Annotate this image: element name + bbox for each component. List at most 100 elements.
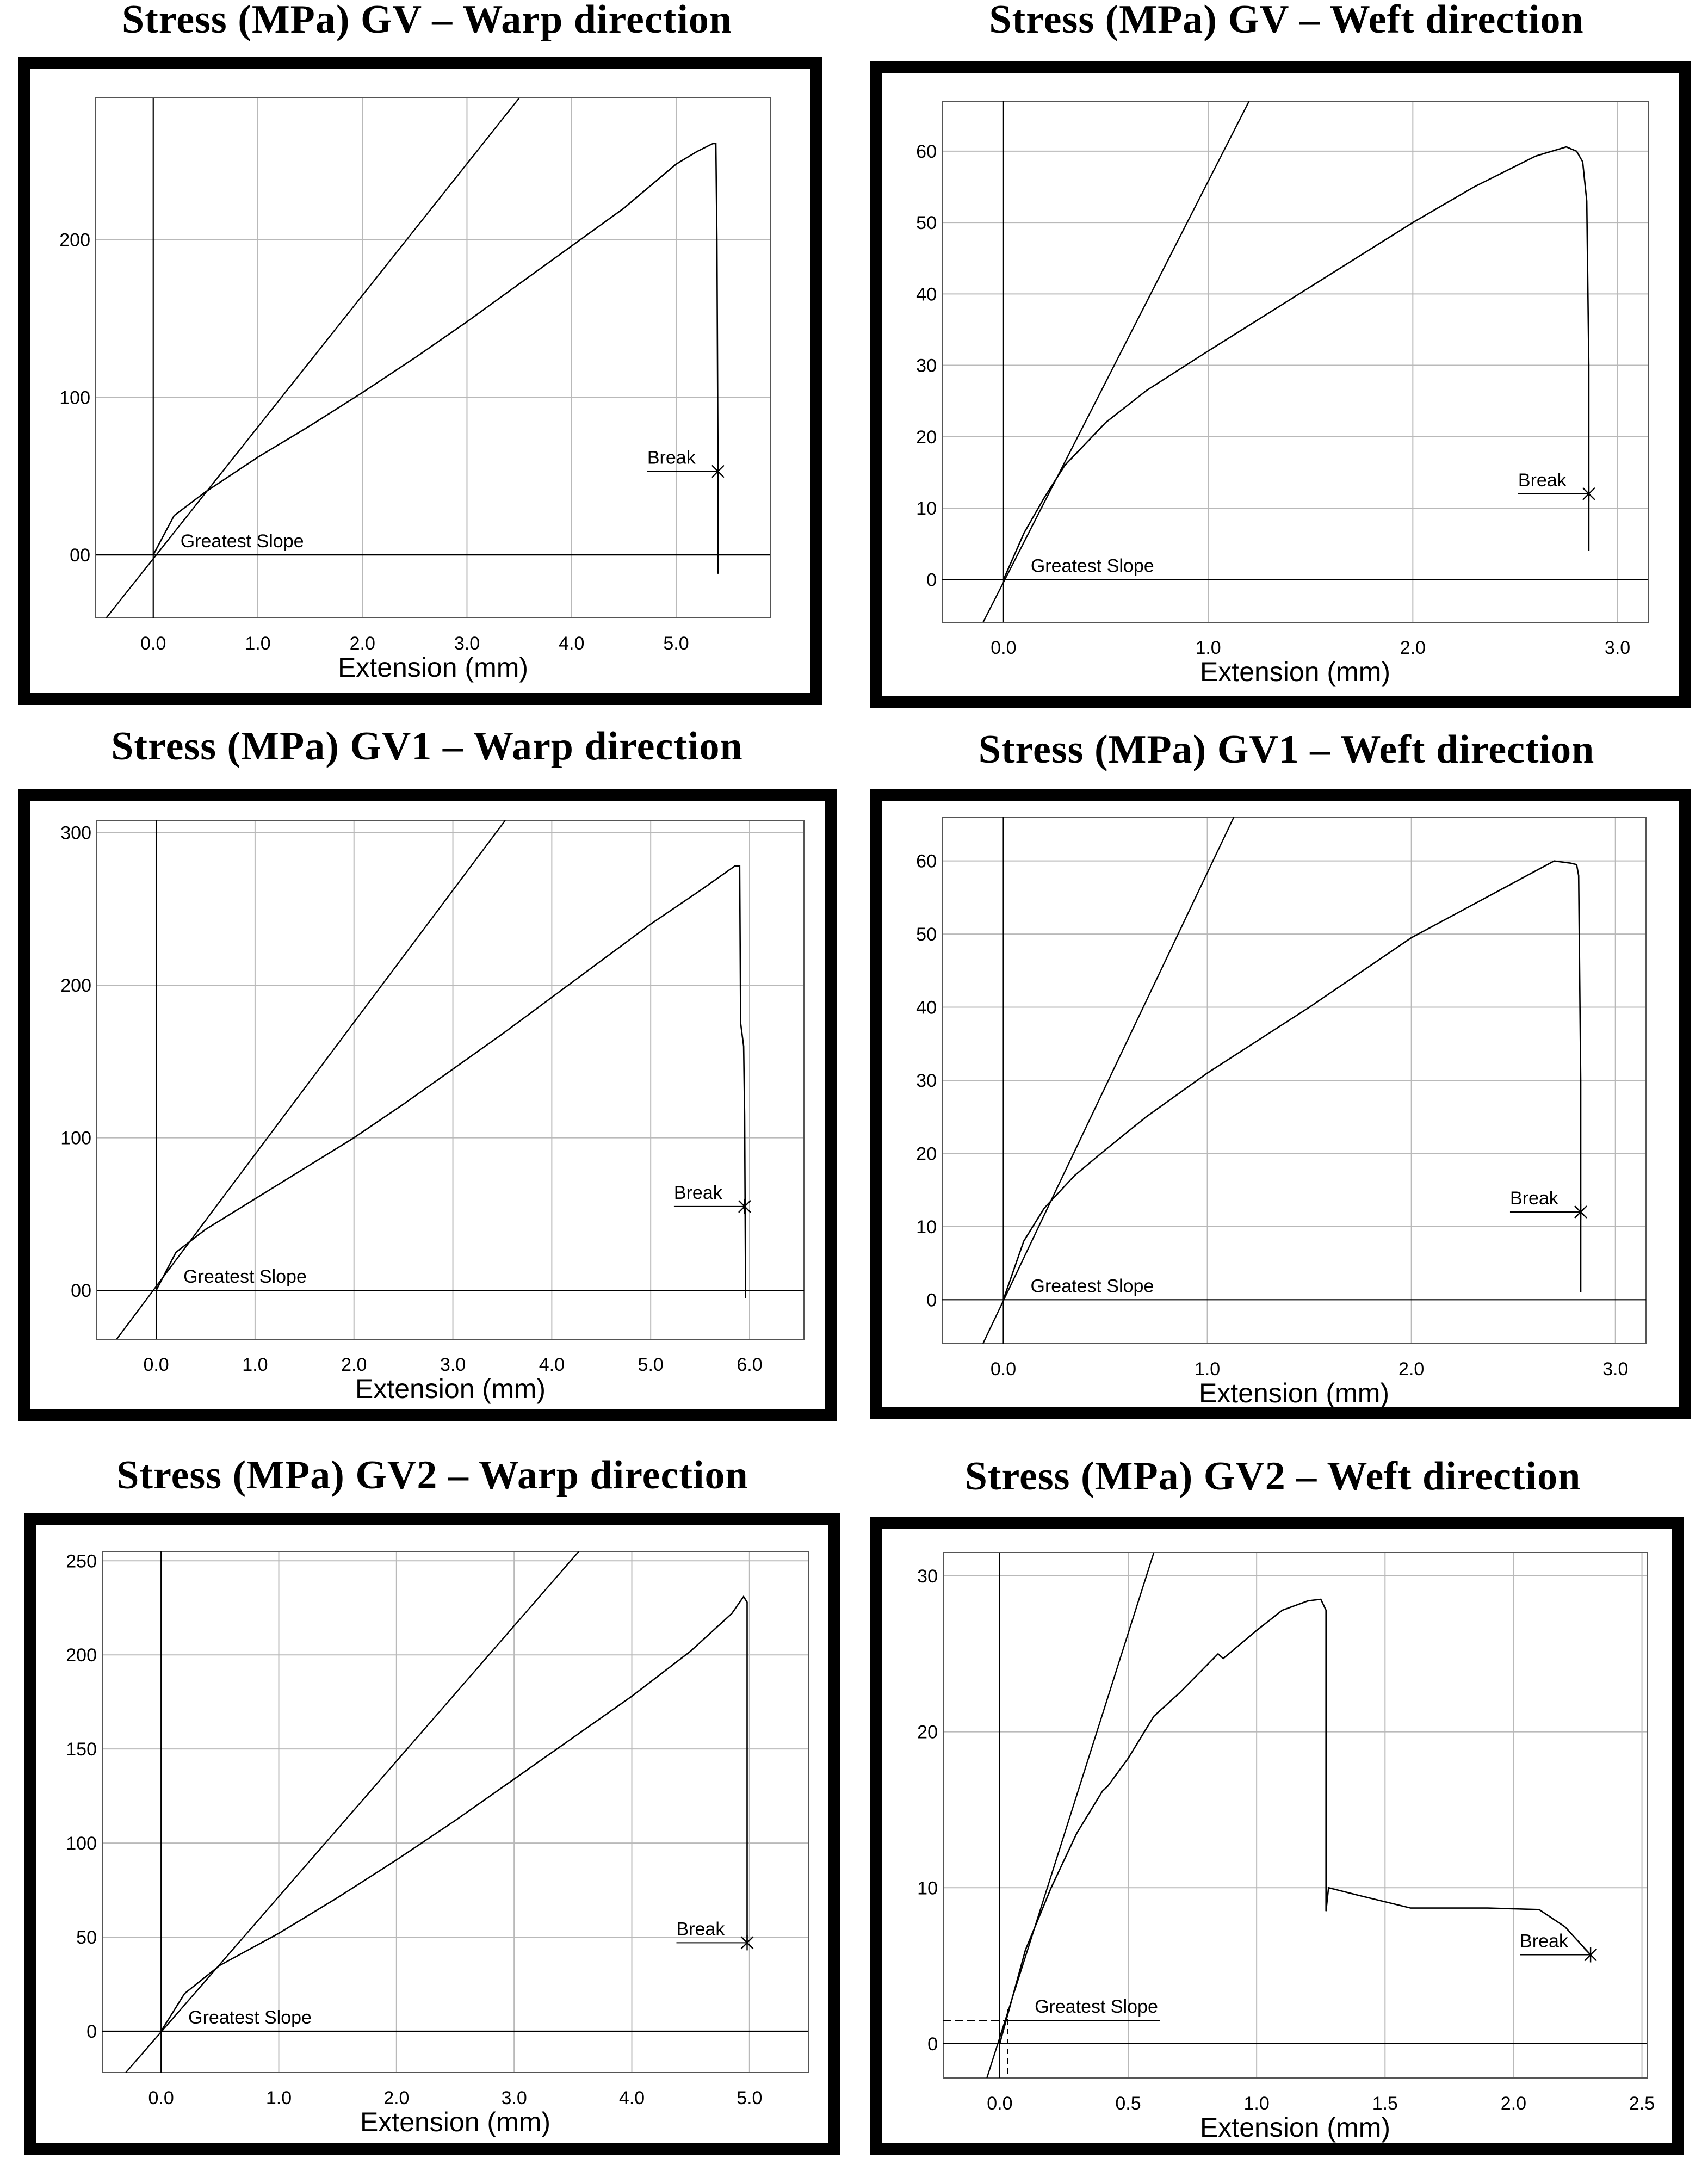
x-tick-label: 2.0 — [1501, 2093, 1526, 2114]
x-tick-label: 1.0 — [1195, 1359, 1220, 1380]
y-tick-label: 30 — [916, 356, 937, 376]
y-tick-label: 0 — [86, 2021, 97, 2042]
x-tick-label: 3.0 — [454, 633, 480, 654]
y-tick-label: 50 — [76, 1927, 97, 1948]
x-tick-label: 1.0 — [1244, 2093, 1270, 2114]
break-marker — [740, 1935, 754, 1951]
x-tick-label: 5.0 — [663, 633, 689, 654]
chart-svg: 0.0 1.0 2.0 3.0 4.0 5.0 0 50 100 150 200 250 Greates… — [66, 1551, 809, 2137]
plot-area — [942, 101, 1649, 623]
break-label: Break — [674, 1183, 723, 1203]
greatest-slope-label: Greatest Slope — [1031, 1276, 1154, 1296]
x-tick-label: 1.0 — [245, 633, 270, 654]
y-tick-label: 200 — [66, 1645, 97, 1666]
stress-curve — [1002, 860, 1582, 1300]
y-tick-label: 20 — [917, 1722, 938, 1743]
y-tick-label: 0 — [927, 2034, 938, 2055]
y-tick-label: 60 — [916, 851, 937, 872]
x-tick-label: 2.5 — [1629, 2093, 1655, 2114]
y-tick-label: 100 — [66, 1833, 97, 1854]
break-marker — [711, 463, 725, 479]
greatest-slope-label: Greatest Slope — [1031, 555, 1154, 576]
chart-title: Stress (MPa) GV2 – Warp direction — [116, 1453, 748, 1498]
y-tick-label: 10 — [917, 1878, 938, 1898]
chart-frame: 0.0 1.0 2.0 3.0 4.0 5.0 0 50 100 150 200 250 Greates… — [24, 1513, 840, 2155]
x-tick-label: 5.0 — [737, 2088, 762, 2108]
greatest-slope-line — [106, 98, 520, 618]
break-marker — [1574, 1204, 1587, 1220]
greatest-slope-line — [982, 101, 1250, 622]
x-tick-label: 6.0 — [737, 1354, 762, 1375]
y-tick-label: 20 — [916, 427, 937, 448]
chart-frame: 0.0 1.0 2.0 3.0 0 10 20 30 40 50 60 Greatest Slope B… — [870, 789, 1691, 1419]
x-tick-label: 1.0 — [242, 1354, 268, 1375]
x-tick-label: 3.0 — [440, 1354, 466, 1375]
x-tick-label: 3.0 — [1605, 638, 1630, 658]
x-tick-label: 3.0 — [1602, 1359, 1628, 1380]
x-tick-label: 2.0 — [1400, 638, 1426, 658]
x-tick-label: 0.5 — [1115, 2093, 1141, 2114]
y-tick-label: 200 — [59, 230, 90, 251]
x-tick-label: 0.0 — [148, 2088, 174, 2108]
y-tick-label: 40 — [916, 998, 937, 1018]
break-label: Break — [647, 448, 696, 468]
chart-frame: 0.0 0.5 1.0 1.5 2.0 2.5 0 10 20 30 Greatest Slope B… — [870, 1517, 1684, 2155]
stress-curve — [155, 865, 746, 1298]
y-tick-label: 10 — [916, 498, 937, 519]
x-axis-title: Extension (mm) — [1199, 1378, 1389, 1407]
stress-curve — [160, 1595, 748, 2032]
chart-svg: 0.0 1.0 2.0 3.0 4.0 5.0 00 100 200 Greatest Slope… — [59, 97, 771, 683]
chart-frame: 0.0 1.0 2.0 3.0 0 10 20 30 40 50 60 Greatest Slope B… — [870, 61, 1691, 708]
y-tick-label: 0 — [926, 570, 937, 590]
break-label: Break — [1518, 470, 1567, 491]
chart-title: Stress (MPa) GV – Weft direction — [989, 0, 1584, 42]
plot-area — [943, 1552, 1648, 2079]
y-tick-label: 50 — [916, 924, 937, 945]
chart-title: Stress (MPa) GV2 – Weft direction — [964, 1454, 1581, 1499]
chart-svg: 0.0 0.5 1.0 1.5 2.0 2.5 0 10 20 30 Greatest Slope B… — [917, 1552, 1655, 2143]
x-tick-label: 0.0 — [991, 638, 1016, 658]
stress-curve — [1002, 146, 1590, 580]
y-tick-label: 40 — [916, 284, 937, 305]
break-label: Break — [1510, 1188, 1559, 1209]
chart-title: Stress (MPa) GV1 – Warp direction — [111, 724, 743, 769]
x-tick-label: 4.0 — [539, 1354, 565, 1375]
break-label: Break — [1520, 1931, 1569, 1952]
y-tick-label: 20 — [916, 1143, 937, 1164]
break-marker — [738, 1198, 751, 1214]
plot-area — [102, 1551, 809, 2073]
chart-title: Stress (MPa) GV1 – Weft direction — [978, 727, 1595, 772]
break-marker — [1582, 486, 1595, 502]
y-tick-label: 250 — [66, 1551, 97, 1572]
chart-frame: 0.0 1.0 2.0 3.0 4.0 5.0 6.0 00 100 200 300 Greatest… — [18, 789, 837, 1421]
x-tick-label: 0.0 — [987, 2093, 1012, 2114]
y-tick-label: 00 — [71, 1281, 91, 1301]
x-tick-label: 1.0 — [266, 2088, 292, 2108]
greatest-slope-line — [982, 817, 1235, 1344]
plot-area — [942, 817, 1647, 1344]
y-tick-label: 100 — [59, 387, 90, 408]
stress-curve — [999, 1598, 1592, 2044]
x-tick-label: 0.0 — [991, 1359, 1016, 1380]
x-axis-title: Extension (mm) — [355, 1374, 546, 1404]
greatest-slope-line — [125, 1551, 580, 2073]
x-axis-title: Extension (mm) — [1200, 657, 1390, 687]
x-axis-title: Extension (mm) — [360, 2107, 550, 2137]
chart-frame: 0.0 1.0 2.0 3.0 4.0 5.0 00 100 200 Greatest Slope… — [18, 57, 822, 705]
x-axis-title: Extension (mm) — [338, 652, 528, 683]
x-tick-label: 0.0 — [140, 633, 166, 654]
y-tick-label: 10 — [916, 1217, 937, 1238]
stress-curve — [152, 143, 719, 574]
y-tick-label: 50 — [916, 213, 937, 233]
plot-area — [96, 820, 805, 1340]
chart-svg: 0.0 1.0 2.0 3.0 0 10 20 30 40 50 60 Greatest Slope B… — [916, 101, 1649, 687]
greatest-slope-line — [986, 1553, 1155, 2078]
break-marker — [1584, 1947, 1597, 1963]
x-tick-label: 2.0 — [383, 2088, 409, 2108]
x-tick-label: 2.0 — [341, 1354, 367, 1375]
greatest-slope-label: Greatest Slope — [181, 531, 304, 552]
y-tick-label: 150 — [66, 1739, 97, 1760]
y-tick-label: 60 — [916, 141, 937, 162]
greatest-slope-label: Greatest Slope — [1035, 1996, 1158, 2017]
y-tick-label: 30 — [917, 1566, 938, 1587]
